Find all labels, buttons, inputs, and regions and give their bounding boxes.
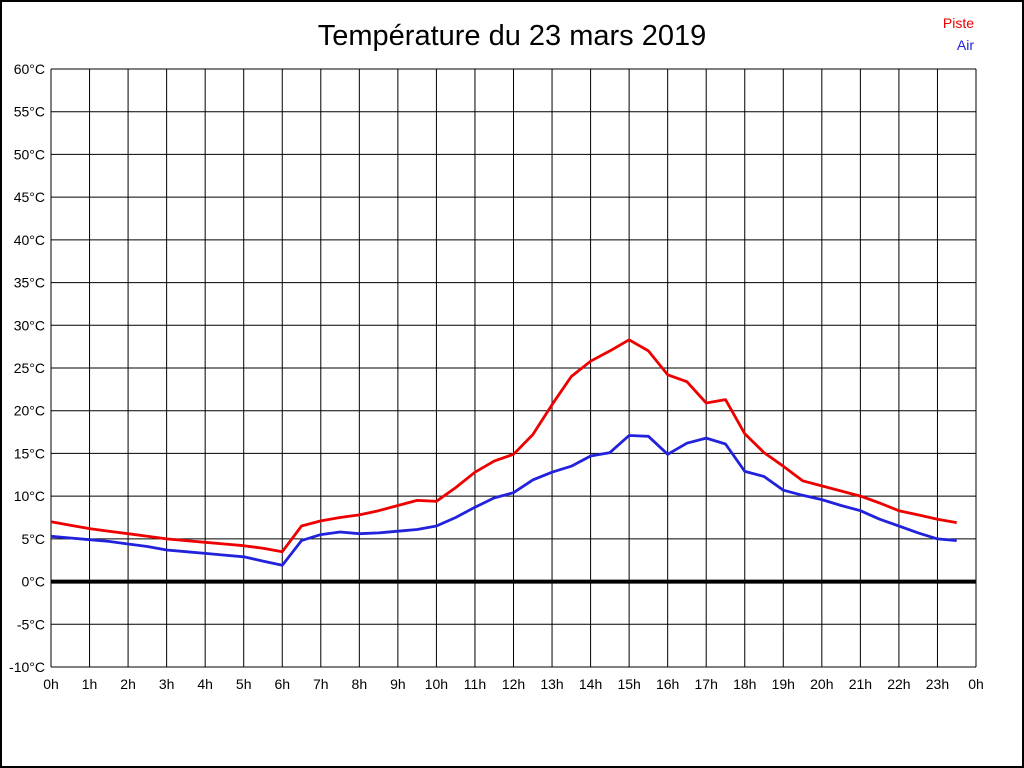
x-tick-label: 22h bbox=[887, 676, 910, 692]
x-tick-label: 21h bbox=[849, 676, 872, 692]
x-tick-label: 8h bbox=[352, 676, 368, 692]
x-tick-label: 23h bbox=[926, 676, 949, 692]
x-tick-label: 5h bbox=[236, 676, 252, 692]
y-tick-label: 55°C bbox=[14, 104, 45, 120]
y-tick-label: 60°C bbox=[14, 61, 45, 77]
legend-air-label: Air bbox=[956, 37, 974, 53]
y-tick-label: 25°C bbox=[14, 360, 45, 376]
x-tick-label: 1h bbox=[82, 676, 98, 692]
x-tick-label: 6h bbox=[274, 676, 290, 692]
x-tick-label: 13h bbox=[540, 676, 563, 692]
grid bbox=[50, 68, 977, 668]
x-tick-label: 16h bbox=[656, 676, 679, 692]
x-tick-label: 10h bbox=[425, 676, 448, 692]
x-tick-label: 18h bbox=[733, 676, 756, 692]
y-tick-label: 20°C bbox=[14, 403, 45, 419]
legend-piste-label: Piste bbox=[942, 15, 974, 31]
y-tick-label: 35°C bbox=[14, 275, 45, 291]
y-tick-label: 0°C bbox=[22, 574, 46, 590]
x-tick-label: 19h bbox=[772, 676, 795, 692]
x-tick-label: 20h bbox=[810, 676, 833, 692]
y-tick-label: -10°C bbox=[9, 659, 45, 675]
y-tick-label: 30°C bbox=[14, 317, 45, 333]
y-tick-label: 5°C bbox=[22, 531, 46, 547]
y-tick-label: 50°C bbox=[14, 146, 45, 162]
y-tick-label: 45°C bbox=[14, 189, 45, 205]
x-tick-label: 3h bbox=[159, 676, 175, 692]
x-tick-label: 7h bbox=[313, 676, 329, 692]
legend: Piste Air bbox=[943, 12, 974, 56]
x-axis-labels: 0h 1h 2h 3h 4h 5h 6h 7h 8h 9h 10h 11h 12h 13h 14h 15h 16… bbox=[43, 676, 984, 692]
piste-line bbox=[50, 338, 957, 554]
y-tick-label: -5°C bbox=[17, 616, 45, 632]
air-line bbox=[50, 434, 957, 567]
y-tick-label: 10°C bbox=[14, 488, 45, 504]
x-tick-label: 15h bbox=[617, 676, 640, 692]
x-tick-label: 9h bbox=[390, 676, 406, 692]
x-tick-label: 11h bbox=[464, 676, 486, 692]
x-tick-label: 4h bbox=[197, 676, 213, 692]
y-tick-label: 40°C bbox=[14, 232, 45, 248]
x-tick-label: 14h bbox=[579, 676, 602, 692]
y-tick-label: 15°C bbox=[14, 445, 45, 461]
y-axis-labels: -10°C -5°C 0°C 5°C 10°C 15°C 20°C 25°C 30°C 35°C 4… bbox=[9, 61, 45, 675]
x-tick-label: 2h bbox=[120, 676, 136, 692]
x-tick-label: 12h bbox=[502, 676, 525, 692]
x-tick-label: 17h bbox=[695, 676, 718, 692]
chart-title: Température du 23 mars 2019 bbox=[317, 20, 707, 52]
x-tick-label: 0h bbox=[43, 676, 59, 692]
x-tick-label: 0h bbox=[968, 676, 984, 692]
